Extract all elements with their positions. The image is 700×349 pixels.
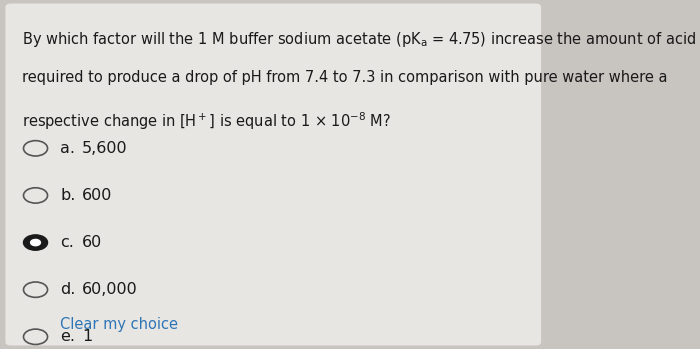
Text: d.: d. (60, 282, 76, 297)
FancyBboxPatch shape (6, 3, 541, 346)
Text: c.: c. (60, 235, 74, 250)
Text: 60: 60 (82, 235, 102, 250)
Text: 600: 600 (82, 188, 113, 203)
Text: Clear my choice: Clear my choice (60, 317, 178, 332)
Text: 5,600: 5,600 (82, 141, 127, 156)
Text: 1: 1 (82, 329, 92, 344)
Text: respective change in [H$^+$] is equal to 1 $\times$ 10$^{-8}$ M?: respective change in [H$^+$] is equal to… (22, 110, 391, 132)
Text: 60,000: 60,000 (82, 282, 138, 297)
Text: By which factor will the 1 M buffer sodium acetate (pK$_\mathrm{a}$ = 4.75) incr: By which factor will the 1 M buffer sodi… (22, 30, 696, 49)
Circle shape (31, 239, 41, 246)
Text: e.: e. (60, 329, 75, 344)
Text: a.: a. (60, 141, 75, 156)
Text: required to produce a drop of pH from 7.4 to 7.3 in comparison with pure water w: required to produce a drop of pH from 7.… (22, 70, 667, 85)
Text: b.: b. (60, 188, 76, 203)
Circle shape (24, 235, 48, 250)
